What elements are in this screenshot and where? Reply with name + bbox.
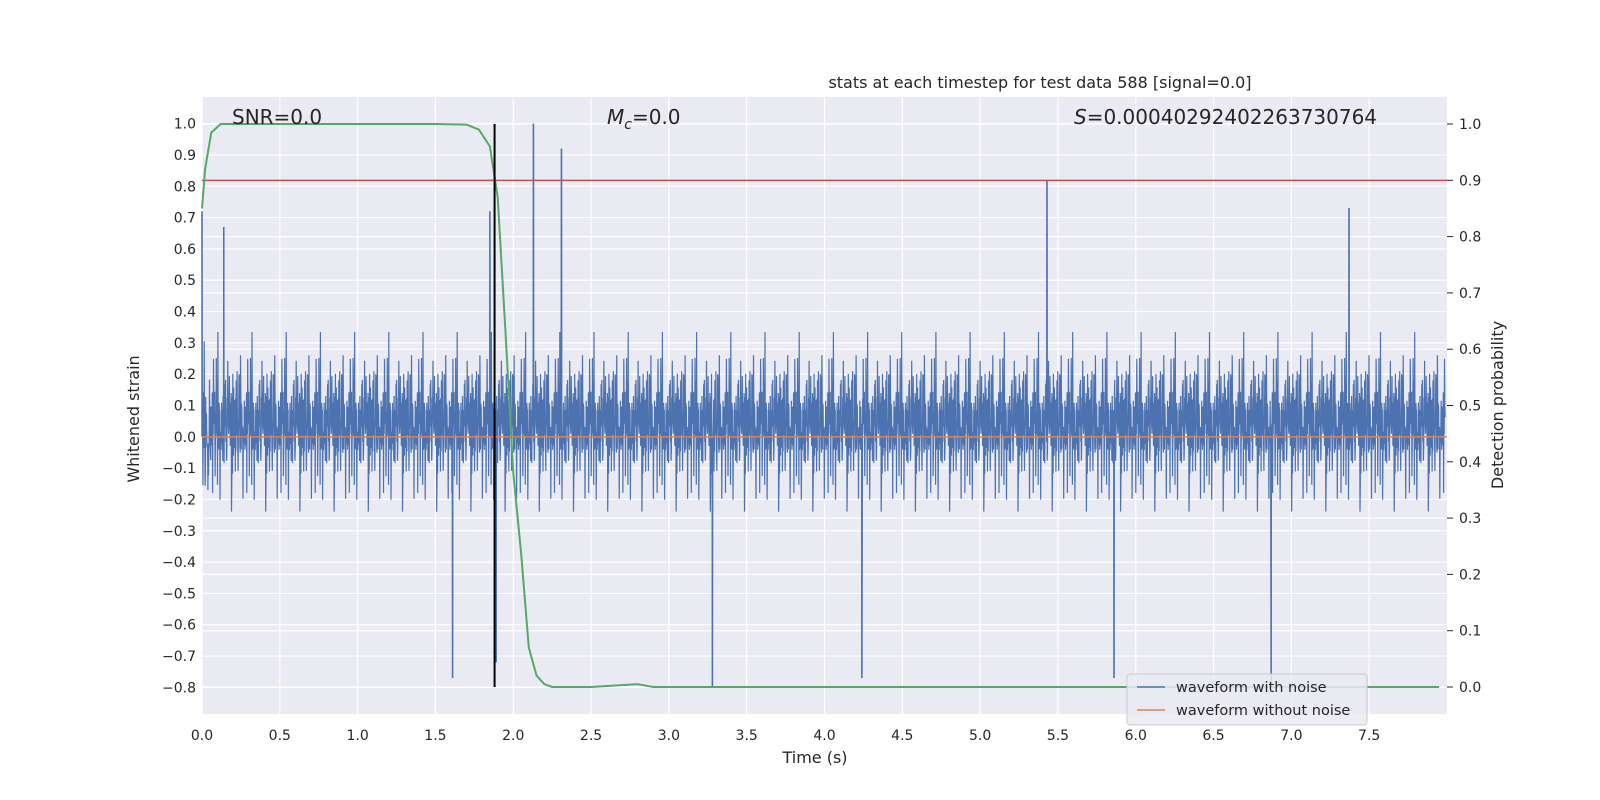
x-tick-label: 2.0 xyxy=(502,728,524,744)
snr-annotation: SNR=0.0 xyxy=(232,105,322,129)
x-tick-label: 0.0 xyxy=(191,728,213,744)
left-tick-label: 0.9 xyxy=(174,148,196,164)
x-tick-label: 7.0 xyxy=(1280,728,1302,744)
legend-label-clean: waveform without noise xyxy=(1176,703,1350,719)
right-tick-label: 0.2 xyxy=(1459,567,1481,583)
mc-value: =0.0 xyxy=(632,105,681,129)
x-tick-label: 5.0 xyxy=(969,728,991,744)
left-tick-label: 0.7 xyxy=(174,211,196,227)
x-tick-label: 6.5 xyxy=(1202,728,1224,744)
left-tick-label: 0.0 xyxy=(174,430,196,446)
legend-label-noise: waveform with noise xyxy=(1176,680,1327,696)
right-tick-label: 0.4 xyxy=(1459,455,1481,471)
x-tick-label: 4.5 xyxy=(891,728,913,744)
y-axis-label-left: Whitened strain xyxy=(124,355,143,482)
chart-title: stats at each timestep for test data 588… xyxy=(828,73,1251,92)
s-symbol: S xyxy=(1074,105,1087,129)
x-tick-label: 3.0 xyxy=(658,728,680,744)
left-tick-label: 0.8 xyxy=(174,179,196,195)
mc-symbol: M xyxy=(607,105,624,129)
x-tick-label: 1.5 xyxy=(424,728,446,744)
left-tick-label: 0.5 xyxy=(174,273,196,289)
x-axis-label: Time (s) xyxy=(781,748,847,767)
x-axis-ticks: 0.0 0.5 1.0 1.5 2.0 2.5 3.0 3.5 4.0 4.5 5.0 5.5 6.0 6… xyxy=(191,728,1380,744)
left-tick-label: 0.1 xyxy=(174,399,196,415)
mc-subscript: c xyxy=(624,117,632,133)
left-tick-label: −0.6 xyxy=(162,618,196,634)
x-tick-label: 5.5 xyxy=(1047,728,1069,744)
s-annotation: S=0.00040292402263730764 xyxy=(1074,105,1377,129)
left-tick-label: −0.1 xyxy=(162,461,196,477)
right-tick-label: 1.0 xyxy=(1459,117,1481,133)
right-tick-label: 0.8 xyxy=(1459,230,1481,246)
left-tick-label: −0.7 xyxy=(162,649,196,665)
right-tick-label: 0.6 xyxy=(1459,342,1481,358)
left-tick-label: 0.4 xyxy=(174,305,196,321)
right-tick-label: 0.1 xyxy=(1459,624,1481,640)
left-tick-label: 1.0 xyxy=(174,117,196,133)
y-axis-label-right: Detection probability xyxy=(1488,321,1507,489)
right-tick-label: 0.9 xyxy=(1459,173,1481,189)
left-tick-label: −0.4 xyxy=(162,555,196,571)
noise-waveform-line xyxy=(201,123,1446,688)
legend: waveform with noise waveform without noi… xyxy=(1126,673,1368,726)
s-value: =0.00040292402263730764 xyxy=(1087,105,1377,129)
left-tick-label: 0.3 xyxy=(174,336,196,352)
right-tick-label: 0.3 xyxy=(1459,511,1481,527)
right-axis-ticks: 1.0 0.9 0.8 0.7 0.6 0.5 0.4 0.3 0.2 0.1 0.0 xyxy=(1447,117,1481,696)
x-tick-label: 4.0 xyxy=(813,728,835,744)
right-tick-label: 0.0 xyxy=(1459,680,1481,696)
x-tick-label: 3.5 xyxy=(736,728,758,744)
series-detection-probability xyxy=(201,123,1440,688)
left-tick-label: 0.2 xyxy=(174,367,196,383)
x-tick-label: 1.0 xyxy=(346,728,368,744)
left-tick-label: −0.3 xyxy=(162,524,196,540)
legend-box xyxy=(1126,673,1368,726)
right-tick-label: 0.7 xyxy=(1459,286,1481,302)
x-tick-label: 7.5 xyxy=(1358,728,1380,744)
series-waveform-with-noise xyxy=(201,123,1446,688)
x-tick-label: 0.5 xyxy=(269,728,291,744)
left-tick-label: −0.5 xyxy=(162,586,196,602)
probability-line xyxy=(201,123,1440,688)
x-tick-label: 2.5 xyxy=(580,728,602,744)
left-tick-label: −0.8 xyxy=(162,680,196,696)
right-tick-label: 0.5 xyxy=(1459,399,1481,415)
left-axis-ticks: 1.0 0.9 0.8 0.7 0.6 0.5 0.4 0.3 0.2 0.1 0.0 −0.1 −0.… xyxy=(162,117,196,697)
left-tick-label: 0.6 xyxy=(174,242,196,258)
mc-annotation: Mc=0.0 xyxy=(607,105,681,133)
x-tick-label: 6.0 xyxy=(1125,728,1147,744)
left-tick-label: −0.2 xyxy=(162,492,196,508)
